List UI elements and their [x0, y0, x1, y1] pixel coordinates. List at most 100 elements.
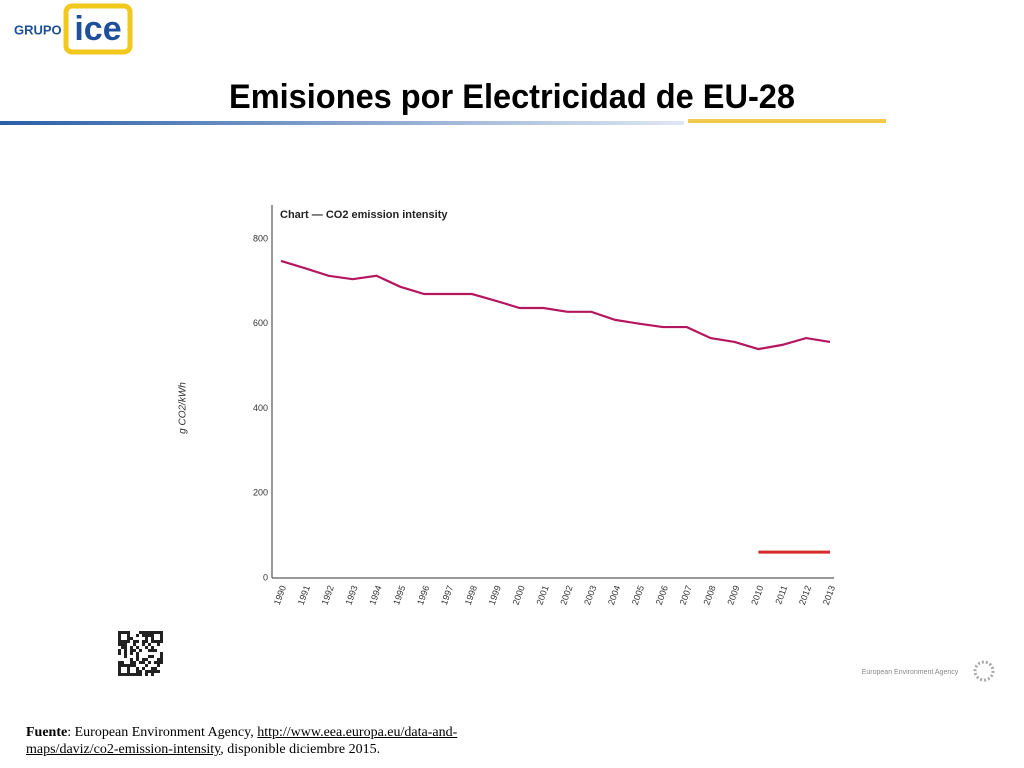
qr-cell [130, 652, 133, 655]
x-tick-label: 1993 [343, 584, 359, 606]
x-tick-label: 2011 [773, 584, 789, 606]
qr-code [118, 631, 163, 676]
qr-cell [130, 673, 133, 676]
qr-cell [142, 661, 145, 664]
qr-cell [139, 649, 142, 652]
qr-cell [160, 634, 163, 637]
qr-cell [118, 640, 121, 643]
qr-cell [118, 643, 121, 646]
qr-cell [133, 649, 136, 652]
x-tick-label: 1999 [487, 584, 503, 606]
qr-cell [142, 640, 145, 643]
qr-cell [130, 658, 133, 661]
qr-cell [133, 673, 136, 676]
qr-cell [145, 658, 148, 661]
qr-cell [157, 631, 160, 634]
qr-cell [124, 646, 127, 649]
qr-cell [124, 640, 127, 643]
x-tick-label: 2013 [821, 584, 837, 606]
agency-logo-text: European Environment Agency [862, 669, 959, 676]
qr-cell [127, 673, 130, 676]
qr-cell [124, 643, 127, 646]
qr-cell [121, 643, 124, 646]
qr-cell [121, 631, 124, 634]
slide-title: Emisiones por Electricidad de EU-28 [229, 78, 795, 116]
qr-cell [118, 637, 121, 640]
qr-cell [133, 664, 136, 667]
qr-cell [139, 661, 142, 664]
qr-cell [160, 655, 163, 658]
qr-cell [127, 637, 130, 640]
x-tick-label: 2004 [606, 584, 622, 606]
qr-cell [157, 664, 160, 667]
qr-cell [127, 670, 130, 673]
y-tick-label: 600 [253, 318, 268, 328]
qr-cell [136, 640, 139, 643]
qr-cell [157, 658, 160, 661]
x-tick-label: 2009 [725, 584, 741, 606]
qr-cell [154, 640, 157, 643]
qr-cell [124, 673, 127, 676]
source-link[interactable]: http://www.eea.europa.eu/data-and-maps/d… [26, 725, 458, 757]
x-tick-label: 2001 [534, 584, 550, 606]
qr-cell [130, 649, 133, 652]
qr-cell [148, 631, 151, 634]
qr-cell [118, 667, 121, 670]
qr-cell [145, 646, 148, 649]
x-tick-label: 1996 [415, 584, 431, 606]
agency-logo [973, 660, 995, 682]
qr-cell [145, 664, 148, 667]
qr-cell [133, 661, 136, 664]
qr-cell [160, 652, 163, 655]
x-tick-label: 1991 [296, 584, 312, 606]
title-rule [0, 121, 684, 125]
qr-cell [154, 649, 157, 652]
qr-cell [118, 670, 121, 673]
x-tick-label: 2007 [678, 584, 694, 606]
qr-cell [118, 673, 121, 676]
x-tick-label: 1990 [272, 584, 288, 606]
qr-cell [151, 631, 154, 634]
qr-cell [121, 664, 124, 667]
source-label: Fuente [26, 725, 68, 740]
logo: ice [74, 10, 121, 48]
qr-cell [145, 634, 148, 637]
qr-cell [154, 670, 157, 673]
qr-cell [133, 640, 136, 643]
qr-cell [148, 661, 151, 664]
qr-cell [151, 670, 154, 673]
qr-cell [124, 652, 127, 655]
x-tick-label: 2002 [558, 584, 574, 606]
qr-cell [133, 643, 136, 646]
title-rule-accent [688, 119, 886, 123]
y-tick-label: 800 [253, 233, 268, 243]
qr-cell [151, 640, 154, 643]
qr-cell [154, 661, 157, 664]
x-tick-label: 2012 [797, 584, 813, 606]
qr-cell [145, 670, 148, 673]
x-tick-label: 2003 [582, 584, 598, 606]
qr-cell [151, 646, 154, 649]
qr-cell [118, 661, 121, 664]
x-tick-label: 1992 [320, 584, 336, 606]
logo-frame [63, 3, 133, 55]
qr-cell [121, 646, 124, 649]
y-tick-label: 0 [263, 572, 268, 582]
qr-cell [124, 664, 127, 667]
x-tick-label: 2005 [630, 584, 646, 606]
qr-cell [136, 646, 139, 649]
qr-cell [154, 667, 157, 670]
y-tick-label: 200 [253, 488, 268, 498]
qr-cell [148, 670, 151, 673]
qr-cell [139, 673, 142, 676]
qr-cell [142, 631, 145, 634]
x-tick-label: 2000 [511, 584, 527, 606]
qr-cell [151, 673, 154, 676]
qr-cell [121, 673, 124, 676]
qr-cell [136, 655, 139, 658]
qr-cell [118, 652, 121, 655]
qr-cell [148, 634, 151, 637]
qr-cell [151, 637, 154, 640]
